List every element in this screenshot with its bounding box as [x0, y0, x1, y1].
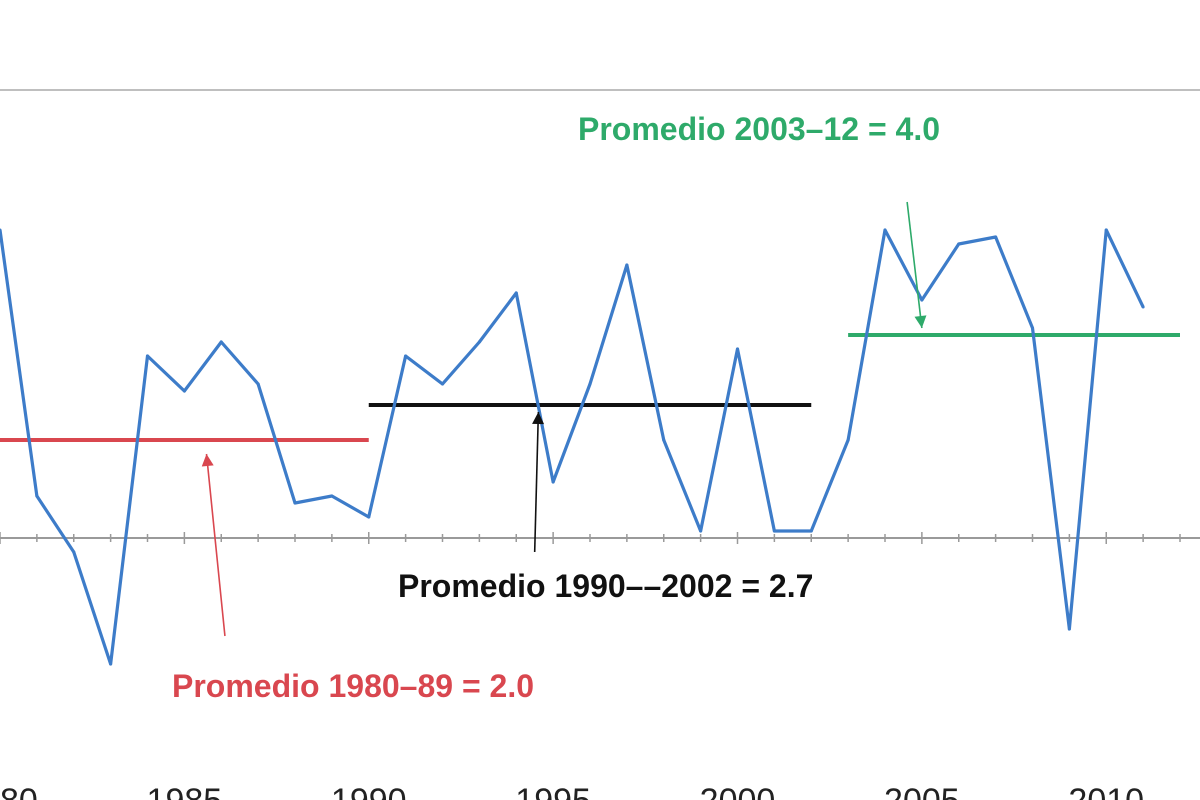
data-point — [920, 298, 924, 302]
average-arrowhead-1 — [201, 454, 214, 467]
average-arrowhead-2 — [532, 412, 545, 425]
x-tick-label: 2000 — [700, 782, 776, 800]
x-tick-label: 1990 — [331, 782, 407, 800]
data-point — [662, 438, 666, 442]
data-point — [146, 354, 149, 358]
data-point — [404, 354, 408, 358]
series-layer — [0, 228, 1145, 666]
series-line-1 — [0, 228, 1145, 666]
data-point — [883, 228, 887, 232]
data-point — [0, 228, 2, 232]
data-point — [809, 529, 813, 533]
data-point — [1104, 228, 1108, 232]
data-point — [1067, 627, 1071, 631]
x-tick-label: 2005 — [884, 782, 960, 800]
data-point — [514, 291, 518, 295]
data-point — [736, 347, 739, 351]
data-point — [256, 382, 260, 386]
data-point — [367, 515, 371, 519]
data-point — [477, 340, 481, 344]
data-point — [957, 242, 961, 246]
x-tick-label: 1985 — [147, 782, 223, 800]
average-label-1: Promedio 1980–89 = 2.0 — [172, 668, 534, 704]
data-point — [182, 389, 186, 393]
data-point — [441, 382, 444, 386]
tick-labels: 1980 1985 1990 1995 2000 2005 2010 — [0, 782, 1144, 800]
x-axis — [0, 532, 1200, 544]
data-point — [1031, 326, 1034, 330]
x-tick-label: 1995 — [515, 782, 591, 800]
data-point — [846, 438, 850, 442]
average-arrowhead-3 — [914, 315, 927, 328]
data-point — [35, 494, 39, 498]
data-point — [699, 529, 703, 533]
x-tick-label: 1980 — [0, 782, 38, 800]
average-label-2: Promedio 1990––2002 = 2.7 — [398, 568, 813, 604]
annotations: Promedio 1980–89 = 2.0 Promedio 1990––200… — [172, 111, 940, 704]
average-arrow-3 — [906, 201, 923, 329]
average-arrow-2 — [533, 411, 540, 553]
data-point — [588, 382, 592, 386]
data-point — [72, 550, 76, 554]
x-tick-label: 2010 — [1068, 782, 1144, 800]
data-point — [293, 501, 297, 505]
data-point — [1141, 305, 1145, 309]
data-point — [625, 263, 629, 267]
data-point — [330, 494, 334, 498]
average-lines — [0, 333, 1180, 442]
data-point — [219, 340, 223, 344]
data-point — [551, 480, 555, 484]
data-point — [772, 529, 776, 533]
data-point — [994, 235, 998, 239]
data-point — [109, 662, 113, 666]
average-label-3: Promedio 2003–12 = 4.0 — [578, 111, 940, 147]
average-arrow-1 — [205, 453, 226, 637]
